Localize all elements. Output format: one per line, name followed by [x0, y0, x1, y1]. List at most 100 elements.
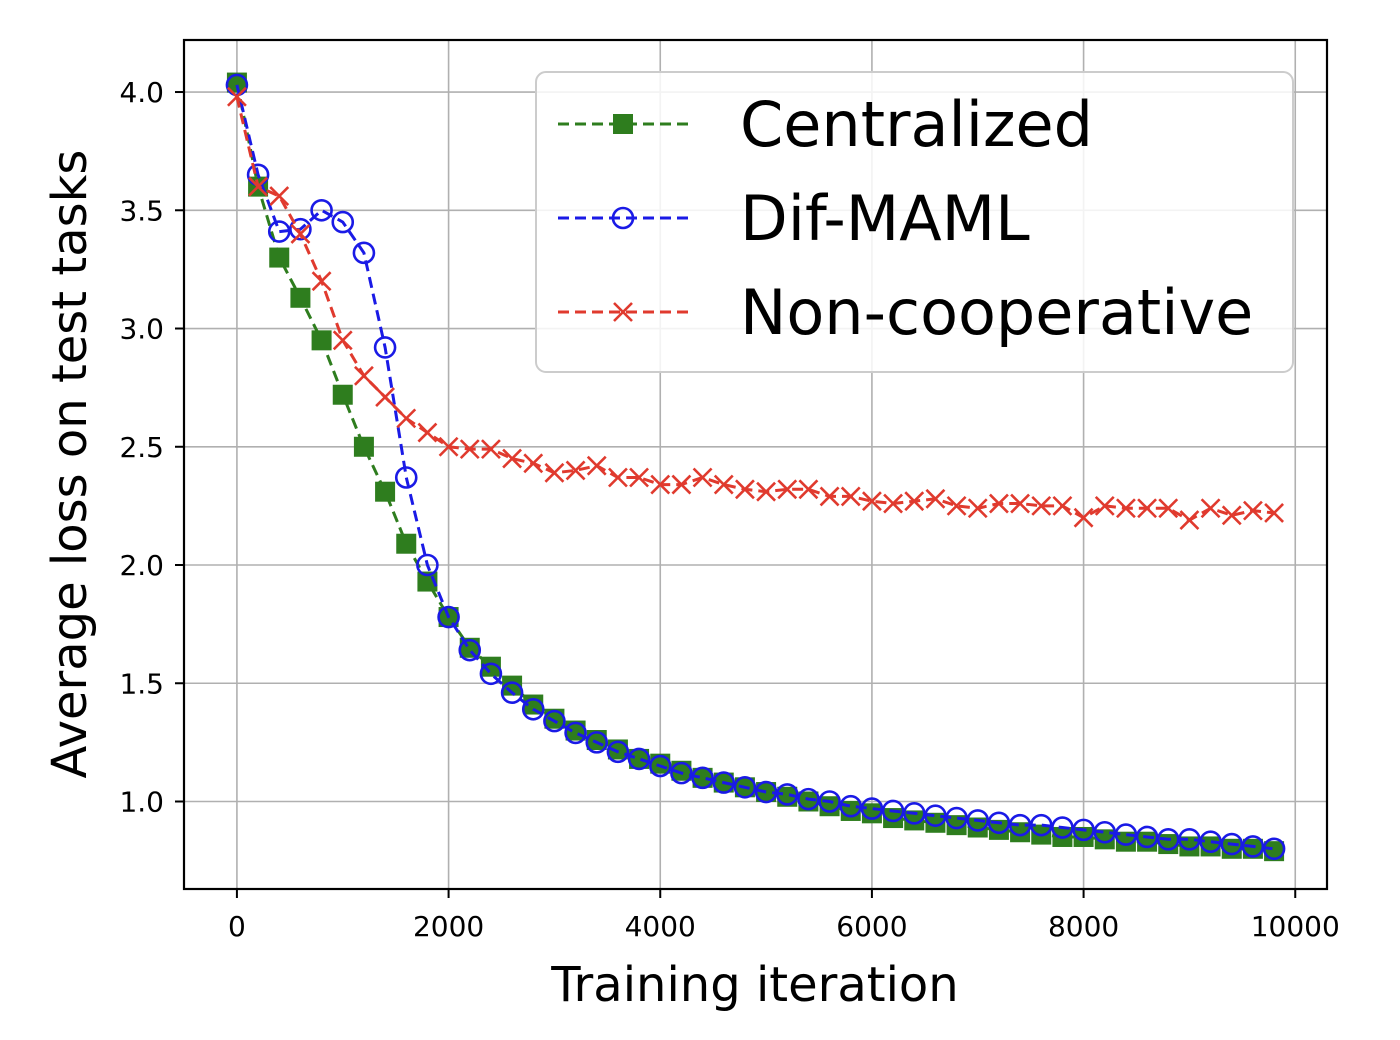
data-point-dif-maml [1029, 813, 1053, 837]
data-point-dif-maml [310, 198, 333, 222]
x-marker-stroke [613, 302, 633, 322]
data-point-non-cooperative [586, 455, 607, 476]
data-point-centralized [692, 767, 713, 788]
data-point-non-cooperative [523, 453, 544, 474]
data-point-dif-maml [479, 662, 503, 686]
x-marker-stroke [650, 474, 671, 495]
data-point-non-cooperative [798, 479, 819, 500]
legend-label: Dif-MAML [740, 182, 1030, 255]
data-point-dif-maml [1241, 835, 1265, 858]
data-point-dif-maml [670, 761, 693, 785]
data-point-non-cooperative [1179, 510, 1200, 530]
data-point-non-cooperative [1242, 500, 1263, 521]
data-point-centralized [290, 287, 311, 308]
data-point-dif-maml [924, 804, 947, 827]
x-marker-stroke [1073, 507, 1094, 528]
data-point-dif-maml [733, 776, 757, 799]
x-marker-stroke [756, 481, 777, 502]
legend: Centralized Dif-MAML Non-cooperative [535, 71, 1294, 373]
data-point-non-cooperative [226, 86, 247, 107]
data-point-centralized [502, 675, 523, 696]
data-point-dif-maml [1093, 820, 1117, 844]
data-point-non-cooperative [565, 460, 586, 481]
x-axis-label: Training iteration [550, 957, 958, 1013]
data-point-non-cooperative [248, 176, 269, 197]
data-point-non-cooperative [819, 486, 840, 507]
data-point-dif-maml [754, 780, 778, 804]
data-point-dif-maml [881, 799, 905, 823]
data-point-non-cooperative [353, 365, 374, 386]
data-point-dif-maml [987, 811, 1011, 835]
data-point-dif-maml [564, 721, 587, 745]
data-point-dif-maml [373, 336, 397, 359]
x-tick-label: 4000 [625, 910, 696, 943]
x-marker-stroke [502, 448, 523, 469]
data-point-dif-maml [543, 709, 566, 733]
data-point-dif-maml [902, 802, 926, 825]
data-point-centralized [375, 481, 396, 502]
x-marker-stroke [544, 462, 565, 483]
data-point-dif-maml [1199, 830, 1222, 854]
x-marker-stroke [883, 493, 904, 514]
data-point-non-cooperative [650, 474, 671, 495]
data-point-non-cooperative [713, 474, 734, 495]
data-point-centralized [353, 436, 374, 457]
data-point-dif-maml [860, 797, 884, 820]
x-tick-label: 8000 [1048, 910, 1119, 943]
data-point-non-cooperative [502, 448, 523, 469]
data-point-dif-maml [394, 466, 418, 489]
data-point-non-cooperative [861, 491, 882, 512]
data-point-dif-maml [945, 806, 968, 830]
data-point-non-cooperative [671, 474, 692, 495]
data-point-non-cooperative [883, 493, 904, 514]
y-tick-label: 1.0 [119, 785, 164, 818]
data-point-dif-maml [775, 783, 799, 806]
x-marker-stroke [290, 224, 311, 244]
data-point-dif-maml [1114, 823, 1138, 846]
x-marker-stroke [417, 422, 438, 443]
x-marker-stroke [946, 495, 967, 516]
x-marker-stroke [1158, 498, 1179, 519]
data-point-centralized [1073, 826, 1094, 847]
data-point-dif-maml [797, 787, 820, 811]
x-marker-stroke [925, 488, 946, 509]
data-point-non-cooperative [311, 271, 332, 292]
data-point-non-cooperative [1200, 498, 1221, 519]
data-point-dif-maml [1262, 837, 1286, 861]
legend-label: Non-cooperative [740, 276, 1253, 349]
data-point-non-cooperative [332, 330, 353, 351]
x-marker-stroke [311, 271, 332, 292]
data-point-dif-maml [352, 241, 376, 265]
x-marker-stroke [1242, 500, 1263, 521]
data-point-dif-maml [585, 731, 609, 754]
data-point-dif-maml [1135, 825, 1159, 849]
data-point-dif-maml [1072, 818, 1095, 842]
x-marker-stroke [396, 408, 417, 429]
data-point-centralized [1010, 822, 1031, 843]
data-point-centralized [988, 819, 1009, 840]
data-point-non-cooperative [290, 224, 311, 244]
data-point-non-cooperative [396, 408, 417, 429]
data-point-dif-maml [267, 220, 291, 243]
data-point-non-cooperative [375, 387, 396, 408]
data-point-non-cooperative [459, 439, 480, 460]
legend-box [535, 71, 1294, 373]
x-marker-stroke [861, 491, 882, 512]
data-point-non-cooperative [840, 486, 861, 507]
data-point-centralized [311, 330, 332, 351]
x-marker-stroke [967, 498, 988, 519]
data-point-dif-maml [627, 747, 651, 771]
x-marker-stroke [248, 176, 269, 197]
x-marker-stroke [565, 460, 586, 481]
series-non-cooperative [226, 86, 1285, 530]
data-point-non-cooperative [734, 479, 755, 500]
data-point-centralized [1094, 829, 1115, 850]
data-point-dif-maml [712, 771, 736, 794]
data-point-centralized [883, 808, 904, 829]
x-marker-stroke [1115, 498, 1136, 519]
data-point-dif-maml [1178, 828, 1201, 851]
x-marker-stroke [523, 453, 544, 474]
data-point-dif-maml [331, 210, 355, 234]
data-point-dif-maml [966, 809, 990, 832]
